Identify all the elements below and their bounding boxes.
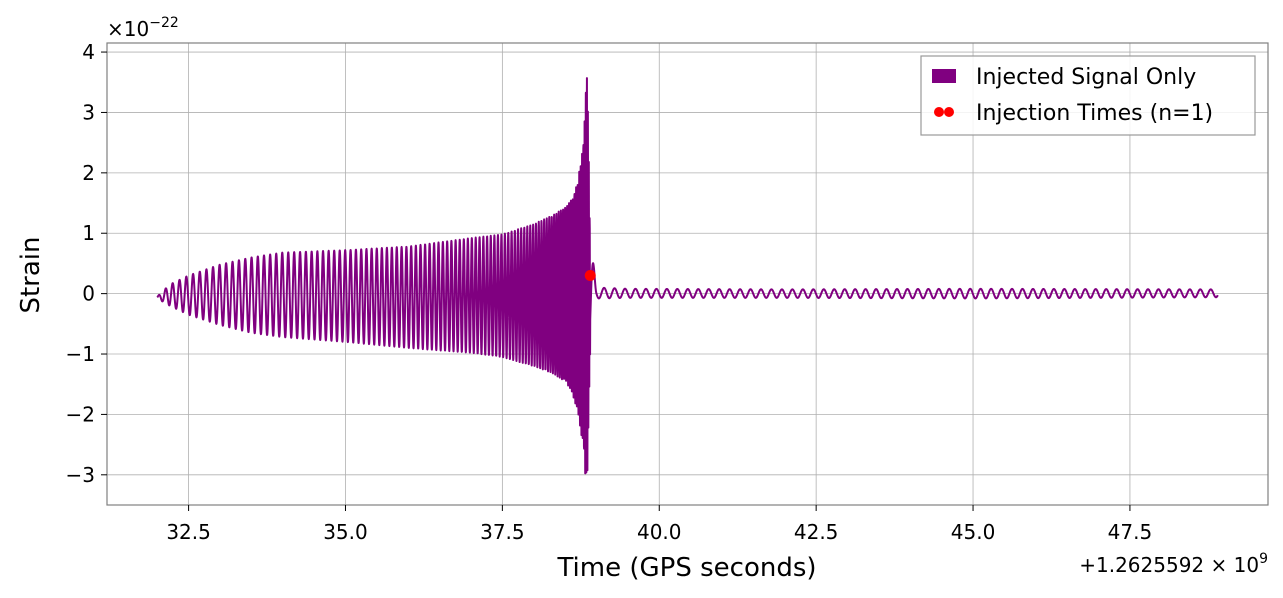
y-scale-label: ×10−22 [107,15,179,41]
y-tick-label: −3 [66,463,95,487]
y-tick-label: 0 [82,282,95,306]
x-tick-label: 37.5 [480,520,525,544]
x-tick-label: 40.0 [637,520,682,544]
plot-area [156,77,1219,475]
y-tick-label: 4 [82,40,95,64]
signal-waveform [156,77,1219,475]
x-offset-label: +1.2625592 × 109 [1079,551,1268,577]
y-tick-label: 1 [82,221,95,245]
y-scale-base: ×10 [107,17,149,41]
x-ticks: 32.5 35.0 37.5 40.0 42.5 45.0 47.5 [166,505,1152,544]
x-offset-base: +1.2625592 × 10 [1079,553,1259,577]
x-tick-label: 45.0 [951,520,996,544]
x-axis-label: Time (GPS seconds) [556,553,816,583]
x-offset-exponent: 9 [1259,551,1268,567]
x-tick-label: 35.0 [323,520,368,544]
legend-marker-injection-a [934,107,944,117]
axes-frame [106,42,1269,506]
y-tick-label: −2 [66,402,95,426]
x-tick-label: 42.5 [794,520,839,544]
legend-swatch-injected-signal [932,69,956,83]
legend-marker-injection-b [944,107,954,117]
y-tick-label: 3 [82,100,95,124]
legend: Injected Signal Only Injection Times (n=… [920,55,1256,136]
y-scale-exponent: −22 [149,15,179,31]
legend-box [920,55,1256,136]
y-ticks: −3 −2 −1 0 1 2 3 4 [66,40,107,487]
y-tick-label: 2 [82,161,95,185]
y-tick-label: −1 [66,342,95,366]
legend-label-injected-signal: Injected Signal Only [976,65,1196,90]
injection-point [584,270,596,282]
injection-points [584,270,596,282]
x-tick-label: 32.5 [166,520,211,544]
x-tick-label: 47.5 [1108,520,1153,544]
legend-label-injection-times: Injection Times (n=1) [976,101,1213,126]
y-axis-label: Strain [16,236,46,313]
